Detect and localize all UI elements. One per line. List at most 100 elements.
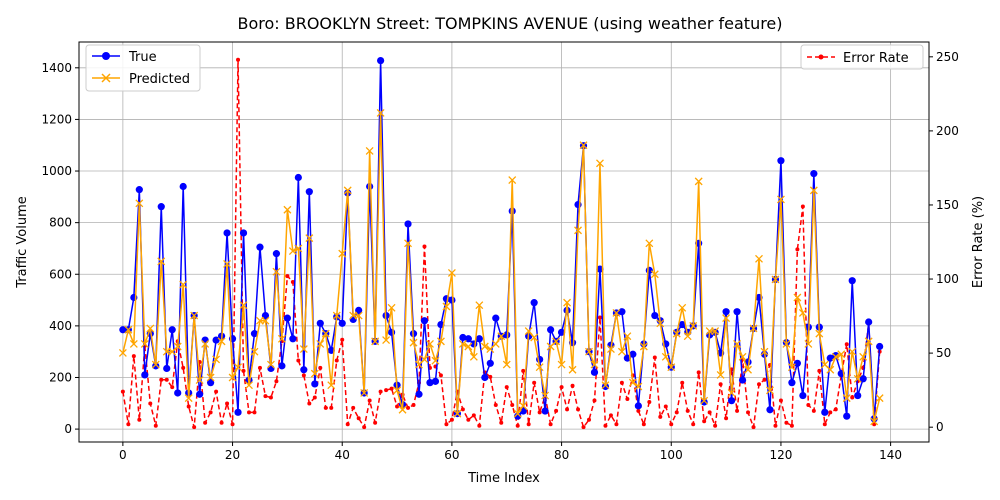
true-point (541, 407, 549, 415)
predicted-point (343, 186, 352, 195)
error-rate-point (252, 410, 257, 415)
predicted-point (853, 374, 862, 383)
plot-frame (78, 41, 930, 443)
predicted-point (266, 360, 275, 369)
legend-right: Error Rate (800, 44, 924, 70)
true-point (404, 220, 412, 228)
error-rate-point (493, 402, 498, 407)
error-rate-point (186, 404, 191, 409)
predicted-point (574, 226, 582, 235)
error-rate-point (597, 315, 602, 320)
error-rate-point (247, 410, 251, 415)
true-point (316, 319, 324, 327)
predicted-point (272, 267, 281, 276)
predicted-point (332, 311, 341, 320)
error-rate-point (724, 416, 729, 421)
true-point (486, 359, 494, 367)
predicted-point (749, 324, 758, 333)
predicted-point (442, 302, 451, 311)
error-rate-point (614, 422, 619, 427)
error-rate-point (236, 57, 241, 62)
predicted-point (859, 352, 868, 361)
error-rate-point (230, 422, 235, 427)
predicted-point (727, 389, 736, 397)
predicted-point (173, 342, 182, 351)
legend-right-box (800, 44, 924, 70)
predicted-point (277, 334, 286, 343)
predicted-point (601, 381, 610, 390)
error-rate-point (778, 398, 783, 403)
error-rate-point (515, 423, 520, 428)
true-point (859, 375, 867, 383)
true-point (163, 364, 171, 373)
true-point (267, 364, 275, 373)
error-rate-point (658, 414, 663, 419)
y2-axis-ticks: 0 50 100 150 200 250 (929, 50, 959, 434)
predicted-point (338, 249, 347, 258)
error-rate-point (811, 408, 816, 413)
true-point (557, 328, 566, 336)
predicted-point (497, 332, 506, 341)
predicted-point (585, 347, 593, 356)
error-rate-point (170, 385, 175, 390)
true-point (514, 412, 522, 420)
error-rate-point (789, 423, 794, 428)
true-point (338, 319, 346, 327)
error-rate-point (757, 382, 761, 387)
y2-tick-label: 200 (936, 124, 959, 138)
predicted-point (557, 360, 566, 369)
true-point (634, 402, 642, 410)
predicted-point (436, 337, 445, 346)
error-rate-point (488, 374, 493, 379)
true-point (234, 408, 242, 416)
predicted-point (365, 146, 374, 155)
true-point (283, 314, 291, 322)
error-rate-point (460, 407, 465, 412)
error-rate-point (680, 380, 685, 385)
error-rate-point (471, 413, 476, 418)
true-point (415, 390, 423, 398)
predicted-point (590, 360, 599, 369)
x-tick-label: 40 (335, 448, 350, 462)
true-point (601, 382, 610, 391)
predicted-point (480, 342, 489, 351)
error-rate-point (800, 204, 805, 209)
error-rate-point (707, 410, 712, 415)
true-point (119, 326, 127, 334)
error-rate-point (345, 422, 350, 427)
predicted-point (755, 254, 763, 263)
true-point (700, 398, 708, 406)
error-rate-point (257, 365, 262, 370)
true-point (174, 389, 182, 397)
predicted-point (327, 381, 336, 390)
error-rate-point (647, 400, 652, 404)
predicted-point (135, 199, 144, 208)
error-rate-point (378, 389, 383, 394)
error-rate-point (510, 402, 515, 407)
true-point (678, 320, 686, 329)
y2-tick-label: 250 (936, 50, 959, 64)
y2-axis-label: Error Rate (%) (971, 196, 986, 288)
true-point (300, 366, 308, 374)
predicted-point (398, 405, 407, 414)
predicted-point (656, 319, 665, 328)
predicted-point (245, 381, 253, 390)
predicted-point (700, 396, 709, 405)
error-rate-point (751, 425, 756, 430)
true-point (141, 371, 149, 379)
x-tick-label: 120 (769, 448, 792, 462)
y-tick-label: 1400 (41, 61, 72, 75)
error-rate-point (296, 358, 301, 363)
true-point (420, 317, 429, 325)
error-rate-point (334, 358, 339, 363)
legend-error-label: Error Rate (843, 51, 909, 66)
predicted-point (118, 349, 127, 357)
error-rate-point (318, 365, 323, 370)
y-axis-label: Traffic Volume (15, 196, 30, 289)
predicted-point (716, 370, 725, 379)
error-rate-point (438, 373, 443, 378)
predicted-point (310, 369, 319, 378)
error-rate-point (844, 342, 849, 347)
true-point (459, 333, 467, 342)
error-rate-point (241, 368, 246, 373)
